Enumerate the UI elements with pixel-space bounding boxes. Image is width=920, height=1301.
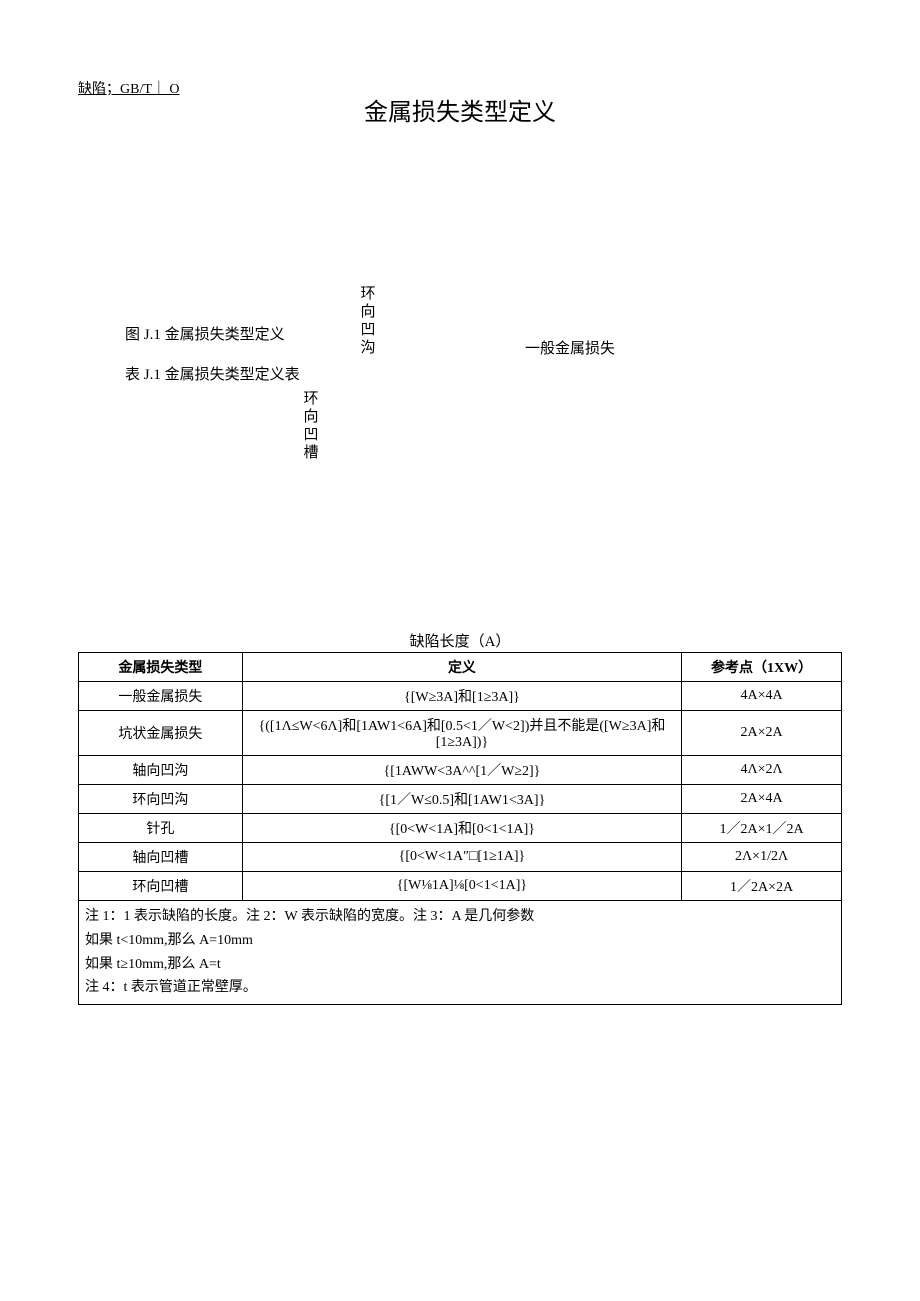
cell-definition: {[1／W≤0.5]和[1AW1<3A]}: [242, 785, 681, 814]
cell-ref: 4A×4A: [682, 682, 842, 711]
table-notes-row: 注 1：1 表示缺陷的长度。注 2：W 表示缺陷的宽度。注 3：A 是几何参数如…: [79, 901, 842, 1005]
metal-loss-definition-table: 金属损失类型 定义 参考点（1XW） 一般金属损失 {[W≥3A]和[1≥3A]…: [78, 652, 842, 1005]
table-row: 轴向凹沟 {[1AWW<3A^^[1／W≥2]} 4Λ×2Λ: [79, 756, 842, 785]
header-definition: 定义: [242, 653, 681, 682]
cell-definition: {[W⅛1A]⅛[0<1<1A]}: [242, 872, 681, 901]
cell-definition: {[1AWW<3A^^[1／W≥2]}: [242, 756, 681, 785]
cell-type: 环向凹沟: [79, 785, 243, 814]
cell-definition: {[0<W<1A]和[0<1<1A]}: [242, 814, 681, 843]
page-title: 金属损失类型定义: [0, 92, 920, 127]
cell-ref: 1／2A×1／2A: [682, 814, 842, 843]
cell-type: 一般金属损失: [79, 682, 243, 711]
header-type: 金属损失类型: [79, 653, 243, 682]
vertical-label-cir-slot: 环向凹槽: [303, 390, 319, 462]
table-row: 一般金属损失 {[W≥3A]和[1≥3A]} 4A×4A: [79, 682, 842, 711]
notes-cell: 注 1：1 表示缺陷的长度。注 2：W 表示缺陷的宽度。注 3：A 是几何参数如…: [79, 901, 842, 1005]
cell-type: 坑状金属损失: [79, 711, 243, 756]
cell-ref: 4Λ×2Λ: [682, 756, 842, 785]
figure-caption: 图 J.1 金属损失类型定义: [125, 323, 285, 344]
table-header-row: 金属损失类型 定义 参考点（1XW）: [79, 653, 842, 682]
table-row: 针孔 {[0<W<1A]和[0<1<1A]} 1／2A×1／2A: [79, 814, 842, 843]
cell-ref: 1／2A×2A: [682, 872, 842, 901]
cell-definition: {([1Λ≤W<6Λ]和[1AW1<6A]和[0.5<1／W<2])并且不能是(…: [242, 711, 681, 756]
defect-length-title: 缺陷长度（A）: [0, 630, 920, 651]
cell-type: 环向凹槽: [79, 872, 243, 901]
cell-type: 针孔: [79, 814, 243, 843]
header-ref: 参考点（1XW）: [682, 653, 842, 682]
table-row: 环向凹沟 {[1／W≤0.5]和[1AW1<3A]} 2A×4A: [79, 785, 842, 814]
cell-definition: {[0<W<1A″□[1≥1A]}: [242, 843, 681, 872]
cell-definition: {[W≥3A]和[1≥3A]}: [242, 682, 681, 711]
table-row: 坑状金属损失 {([1Λ≤W<6Λ]和[1AW1<6A]和[0.5<1／W<2]…: [79, 711, 842, 756]
vertical-label-cir-groove: 环向凹沟: [360, 285, 376, 357]
cell-ref: 2A×4A: [682, 785, 842, 814]
table-caption: 表 J.1 金属损失类型定义表: [125, 363, 300, 384]
table-row: 环向凹槽 {[W⅛1A]⅛[0<1<1A]} 1／2A×2A: [79, 872, 842, 901]
cell-ref: 2Λ×1/2Λ: [682, 843, 842, 872]
cell-type: 轴向凹沟: [79, 756, 243, 785]
cell-type: 轴向凹槽: [79, 843, 243, 872]
cell-ref: 2A×2A: [682, 711, 842, 756]
general-metal-loss-label: 一般金属损失: [525, 337, 615, 358]
table-row: 轴向凹槽 {[0<W<1A″□[1≥1A]} 2Λ×1/2Λ: [79, 843, 842, 872]
